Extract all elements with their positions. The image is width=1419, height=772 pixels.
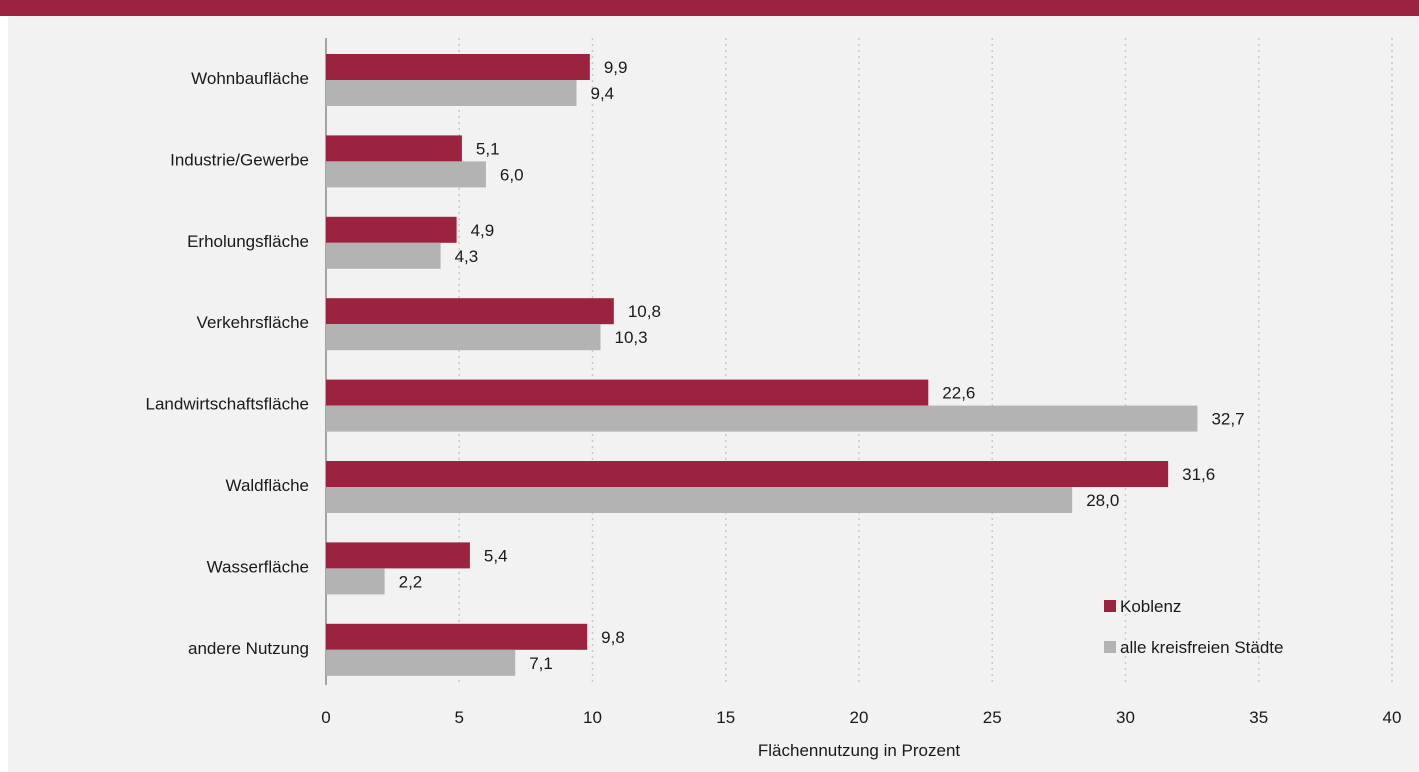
- bar-koblenz: [326, 54, 590, 80]
- x-tick-label: 25: [983, 708, 1002, 727]
- category-label: Wohnbaufläche: [191, 69, 309, 88]
- x-tick-label: 40: [1383, 708, 1402, 727]
- category-label: Verkehrsfläche: [197, 313, 309, 332]
- value-label: 5,1: [476, 139, 500, 158]
- value-label: 10,8: [628, 302, 661, 321]
- value-label: 4,9: [471, 221, 495, 240]
- category-label: Landwirtschaftsfläche: [146, 395, 309, 414]
- bar-alle-staedte: [326, 649, 516, 676]
- x-tick-label: 10: [583, 708, 602, 727]
- legend-label: Koblenz: [1120, 597, 1181, 616]
- bar-alle-staedte: [326, 242, 441, 269]
- x-tick-label: 5: [455, 708, 464, 727]
- bar-koblenz: [326, 135, 462, 162]
- x-tick-label: 30: [1116, 708, 1135, 727]
- bar-koblenz: [326, 379, 929, 406]
- x-tick-label: 35: [1249, 708, 1268, 727]
- category-label: andere Nutzung: [188, 639, 309, 658]
- category-label: Industrie/Gewerbe: [170, 150, 309, 169]
- category-label: Waldfläche: [226, 476, 309, 495]
- value-label: 6,0: [500, 165, 524, 184]
- value-label: 9,9: [604, 58, 628, 77]
- x-tick-label: 15: [716, 708, 735, 727]
- x-tick-label: 20: [850, 708, 869, 727]
- value-label: 4,3: [455, 247, 479, 266]
- bar-koblenz: [326, 298, 614, 325]
- bar-alle-staedte: [326, 405, 1198, 432]
- value-label: 9,8: [601, 628, 625, 647]
- bar-alle-staedte: [326, 324, 601, 351]
- value-label: 7,1: [529, 654, 553, 673]
- bar-koblenz: [326, 623, 588, 650]
- value-label: 5,4: [484, 546, 508, 565]
- value-label: 10,3: [614, 328, 647, 347]
- value-label: 31,6: [1182, 465, 1215, 484]
- bar-koblenz: [326, 461, 1169, 487]
- bar-alle-staedte: [326, 80, 577, 106]
- bar-alle-staedte: [326, 487, 1073, 513]
- value-label: 9,4: [591, 84, 615, 103]
- bar-koblenz: [326, 216, 457, 243]
- value-label: 28,0: [1086, 491, 1119, 510]
- bar-koblenz: [326, 542, 470, 569]
- legend-swatch-koblenz: [1104, 600, 1116, 612]
- category-label: Erholungsfläche: [187, 232, 309, 251]
- value-label: 32,7: [1211, 410, 1244, 429]
- x-axis-title: Flächennutzung in Prozent: [758, 741, 961, 760]
- legend-label: alle kreisfreien Städte: [1120, 638, 1283, 657]
- category-label: Wasserfläche: [207, 557, 309, 576]
- bar-alle-staedte: [326, 161, 486, 188]
- legend-swatch-alle-staedte: [1104, 641, 1116, 653]
- value-label: 22,6: [942, 384, 975, 403]
- value-label: 2,2: [399, 572, 423, 591]
- x-tick-label: 0: [321, 708, 330, 727]
- bar-alle-staedte: [326, 568, 385, 595]
- header-bar: [0, 0, 1419, 16]
